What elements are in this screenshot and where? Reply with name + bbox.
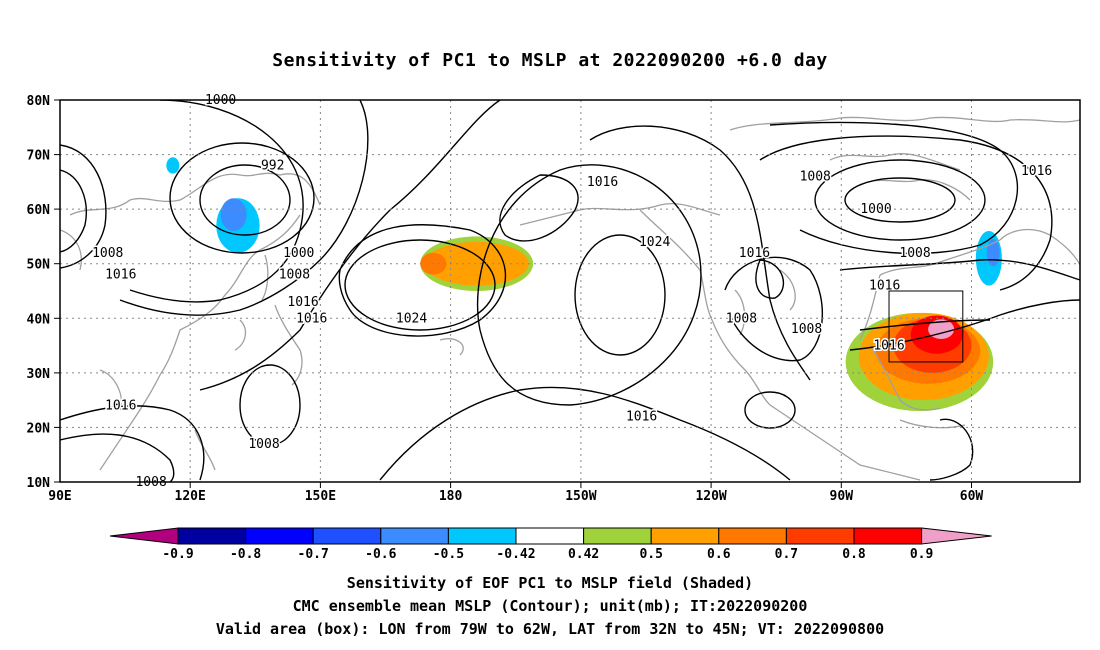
contour-labels: 1000 992 1016 1008 1016 1000 1008 1024 1016 1008 1… bbox=[91, 92, 1054, 492]
lon-label: 150E bbox=[305, 489, 336, 504]
lon-label: 150W bbox=[565, 489, 596, 504]
colorbar-right-arrow bbox=[921, 527, 992, 545]
colorbar-tick-label: -0.9 bbox=[162, 547, 193, 562]
colorbar-segment bbox=[718, 527, 787, 545]
contour-label: 1016 bbox=[105, 399, 136, 414]
colorbar-segment bbox=[785, 527, 855, 545]
colorbar-tick-label: -0.6 bbox=[365, 547, 396, 562]
contour-label: 1024 bbox=[396, 311, 427, 326]
colorbar-tick-label: -0.5 bbox=[433, 547, 464, 562]
contour-label: 992 bbox=[261, 158, 284, 173]
contour-label: 1016 bbox=[1021, 164, 1052, 179]
colorbar bbox=[109, 527, 992, 545]
contour-label: 1016 bbox=[296, 311, 327, 326]
colorbar-tick-label: 0.6 bbox=[707, 547, 731, 562]
lat-label: 40N bbox=[27, 312, 51, 327]
caption-contour: CMC ensemble mean MSLP (Contour); unit(m… bbox=[292, 597, 808, 615]
contour-label: 1016 bbox=[739, 246, 770, 261]
contour-label: 1016 bbox=[626, 410, 657, 425]
colorbar-tick-label: -0.8 bbox=[230, 547, 261, 562]
colorbar-segment bbox=[447, 527, 517, 545]
contour-label: 1008 bbox=[279, 268, 310, 283]
contour-label: 1008 bbox=[791, 322, 822, 337]
shaded-region bbox=[220, 198, 247, 231]
contour-label: 1024 bbox=[639, 235, 670, 250]
shaded-region bbox=[166, 157, 180, 174]
colorbar-segment bbox=[583, 527, 652, 545]
lat-label: 50N bbox=[27, 258, 51, 273]
map-title: Sensitivity of PC1 to MSLP at 2022090200… bbox=[272, 50, 828, 71]
lat-label: 30N bbox=[27, 367, 51, 382]
colorbar-tick-label: 0.9 bbox=[910, 547, 933, 562]
colorbar-labels: -0.9 -0.8 -0.7 -0.6 -0.5 -0.42 0.42 0.5 0.6 0.7 0.… bbox=[162, 547, 933, 562]
lon-label: 90W bbox=[830, 489, 854, 504]
contour-label: 1016 bbox=[105, 268, 136, 283]
colorbar-segment bbox=[853, 527, 923, 545]
axis-ticks bbox=[54, 99, 972, 488]
colorbar-segment bbox=[650, 527, 720, 545]
colorbar-tick-label: 0.5 bbox=[639, 547, 662, 562]
shaded-region bbox=[928, 319, 955, 340]
lon-label: 120W bbox=[695, 489, 726, 504]
colorbar-tick-label: 0.8 bbox=[842, 547, 866, 562]
map-frame bbox=[59, 99, 1081, 483]
valid-area-box bbox=[888, 290, 964, 363]
colorbar-tick-label: -0.7 bbox=[298, 547, 329, 562]
lon-label: 60W bbox=[960, 489, 984, 504]
lat-label: 10N bbox=[27, 476, 51, 491]
caption-shaded: Sensitivity of EOF PC1 to MSLP field (Sh… bbox=[346, 574, 754, 592]
contour-label: 1008 bbox=[726, 311, 757, 326]
colorbar-segment bbox=[380, 527, 449, 545]
lon-label: 90E bbox=[48, 489, 71, 504]
lat-label: 70N bbox=[27, 149, 51, 164]
lat-label: 60N bbox=[27, 203, 51, 218]
colorbar-segment bbox=[177, 527, 247, 545]
lat-label: 20N bbox=[27, 421, 51, 436]
lat-label: 80N bbox=[27, 94, 51, 109]
colorbar-left-arrow bbox=[109, 527, 179, 545]
lon-label: 180 bbox=[439, 489, 463, 504]
contour-label: 1008 bbox=[899, 246, 930, 261]
coastlines bbox=[60, 116, 1080, 481]
colorbar-segment bbox=[515, 527, 585, 545]
gridlines bbox=[60, 100, 1080, 482]
contour-label: 1008 bbox=[248, 437, 279, 452]
contour-label: 1016 bbox=[287, 295, 318, 310]
lon-label: 120E bbox=[175, 489, 206, 504]
colorbar-tick-label: -0.42 bbox=[496, 547, 535, 562]
contour-label: 1008 bbox=[92, 246, 123, 261]
colorbar-tick-label: 0.7 bbox=[775, 547, 798, 562]
contour-label: 1000 bbox=[860, 202, 891, 217]
caption-valid-area: Valid area (box): LON from 79W to 62W, L… bbox=[215, 620, 885, 638]
colorbar-segment bbox=[312, 527, 382, 545]
colorbar-segment bbox=[245, 527, 314, 545]
colorbar-tick-label: 0.42 bbox=[568, 547, 599, 562]
mslp-contours bbox=[60, 100, 1080, 482]
contour-label: 1016 bbox=[587, 175, 618, 190]
contour-label: 1000 bbox=[283, 246, 314, 261]
contour-label: 1008 bbox=[800, 169, 831, 184]
